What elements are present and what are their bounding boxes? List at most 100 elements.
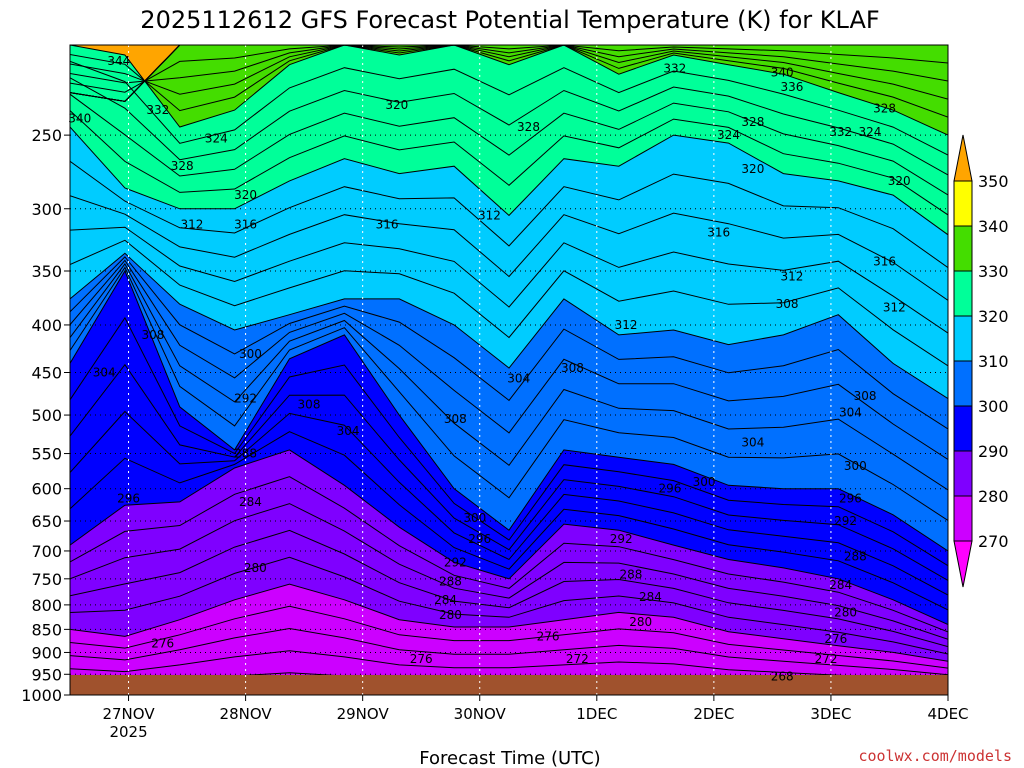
y-tick-label: 500 — [31, 406, 62, 425]
contour-label: 324 — [205, 131, 228, 145]
contour-label: 316 — [376, 218, 399, 232]
contour-label: 284 — [239, 495, 262, 509]
contour-label: 272 — [815, 652, 838, 666]
contour-label: 304 — [337, 424, 360, 438]
contour-label: 320 — [888, 174, 911, 188]
contour-label: 324 — [717, 128, 740, 142]
contour-line-286 — [70, 503, 948, 640]
contour-line-282 — [70, 556, 948, 655]
contour-label: 292 — [234, 392, 257, 406]
x-tick-label: 3DEC — [810, 705, 851, 723]
y-tick-label: 400 — [31, 316, 62, 335]
contour-label: 320 — [741, 162, 764, 176]
colorbar-tick-label: 310 — [978, 352, 1009, 371]
contour-label: 308 — [444, 412, 467, 426]
contour-line-288 — [70, 476, 948, 633]
contour-label: 308 — [854, 389, 877, 403]
y-tick-label: 800 — [31, 596, 62, 615]
colorbar: 270 280 290 300 310 320 330 340 350 — [953, 134, 1009, 588]
contour-line-284 — [70, 529, 948, 648]
x-tick-sublabel: 2025 — [109, 723, 147, 741]
contour-line-326 — [70, 77, 948, 176]
contour-line-310 — [70, 252, 948, 400]
contour-line-306 — [70, 259, 948, 460]
contour-label: 328 — [517, 120, 540, 134]
contour-label: 328 — [873, 101, 896, 115]
contour-label: 304 — [839, 406, 862, 420]
contour-line-338 — [70, 45, 948, 93]
contour-line-312 — [70, 239, 948, 367]
contour-line-294 — [70, 410, 948, 596]
y-tick-label: 750 — [31, 570, 62, 589]
pressure-axis: 250 300 350 400 450 500 550 600 650 700 750 800 850 9… — [21, 126, 70, 705]
contour-line-330 — [70, 45, 948, 136]
colorbar-tick-label: 280 — [978, 487, 1009, 506]
colorbar-band — [953, 360, 973, 407]
contour-line-314 — [70, 226, 948, 334]
contour-label: 316 — [707, 225, 730, 239]
contour-label: 284 — [829, 578, 852, 592]
colorbar-band — [953, 270, 973, 317]
contour-line-332 — [70, 45, 948, 118]
contour-label: 300 — [844, 459, 867, 473]
contour-label: 280 — [244, 561, 267, 575]
y-tick-label: 700 — [31, 542, 62, 561]
contour-label: 328 — [171, 159, 194, 173]
contour-label: 316 — [873, 255, 896, 269]
colorbar-tick-label: 300 — [978, 397, 1009, 416]
colorbar-band — [953, 450, 973, 497]
contour-lines — [70, 45, 948, 695]
contour-label: 304 — [93, 366, 116, 380]
contour-label: 280 — [629, 615, 652, 629]
contour-line-320 — [70, 126, 948, 236]
contour-label: 268 — [771, 669, 794, 683]
contour-label: 308 — [561, 361, 584, 375]
contour-label: 288 — [439, 574, 462, 588]
y-tick-label: 550 — [31, 445, 62, 464]
contour-line-302 — [70, 266, 948, 521]
contour-line-298 — [70, 316, 948, 567]
contour-line-296 — [70, 363, 948, 581]
contour-line-334 — [70, 45, 948, 100]
contour-label: 296 — [468, 532, 491, 546]
contour-label: 340 — [771, 65, 794, 79]
contour-label: 332 — [146, 103, 169, 117]
colorbar-tick-label: 290 — [978, 442, 1009, 461]
contour-line-280 — [70, 583, 948, 662]
colorbar-tick-label: 330 — [978, 262, 1009, 281]
contour-label: 304 — [741, 435, 764, 449]
contour-label: 308 — [298, 397, 321, 411]
colorbar-band — [953, 495, 973, 542]
colorbar-low-arrow — [953, 540, 973, 588]
contour-label: 316 — [234, 218, 257, 232]
colorbar-tick-label: 350 — [978, 172, 1009, 191]
contour-label: 312 — [780, 270, 803, 284]
contour-line-290 — [70, 449, 948, 626]
colorbar-band — [953, 315, 973, 362]
y-tick-label: 350 — [31, 262, 62, 281]
x-tick-label: 1DEC — [576, 705, 617, 723]
contour-label: 332 — [829, 125, 852, 139]
contour-line-324 — [70, 93, 948, 196]
contour-label: 280 — [439, 608, 462, 622]
contour-label: 276 — [410, 652, 433, 666]
contour-line-316 — [70, 195, 948, 301]
contour-label: 296 — [839, 492, 862, 506]
colorbar-tick-label: 340 — [978, 217, 1009, 236]
contour-label: 300 — [693, 475, 716, 489]
contour-label: 336 — [780, 80, 803, 94]
contour-label: 276 — [537, 629, 560, 643]
x-tick-label: 30NOV — [454, 705, 507, 723]
contour-label: 320 — [385, 98, 408, 112]
contour-label: 308 — [776, 297, 799, 311]
contour-line-304 — [70, 262, 948, 491]
contour-label: 300 — [239, 347, 262, 361]
contour-label: 288 — [619, 567, 642, 581]
x-tick-label: 4DEC — [927, 705, 968, 723]
contour-label: 304 — [507, 372, 530, 386]
x-axis-label: Forecast Time (UTC) — [419, 748, 600, 768]
contour-label: 300 — [463, 511, 486, 525]
contour-label: 296 — [659, 482, 682, 496]
